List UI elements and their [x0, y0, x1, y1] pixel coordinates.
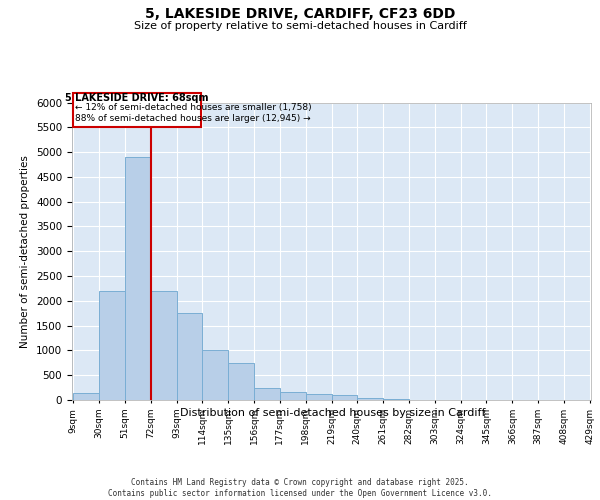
- Bar: [99, 291, 125, 400]
- Text: ← 12% of semi-detached houses are smaller (1,758): ← 12% of semi-detached houses are smalle…: [75, 103, 311, 112]
- Bar: [305, 394, 331, 400]
- Bar: [151, 291, 176, 400]
- Bar: [176, 313, 202, 400]
- Bar: [358, 398, 383, 400]
- Text: 88% of semi-detached houses are larger (12,945) →: 88% of semi-detached houses are larger (…: [75, 114, 311, 124]
- Y-axis label: Number of semi-detached properties: Number of semi-detached properties: [20, 155, 31, 348]
- Bar: [73, 392, 99, 400]
- FancyBboxPatch shape: [73, 92, 201, 128]
- Text: Contains HM Land Registry data © Crown copyright and database right 2025.
Contai: Contains HM Land Registry data © Crown c…: [108, 478, 492, 498]
- Text: Size of property relative to semi-detached houses in Cardiff: Size of property relative to semi-detach…: [134, 21, 466, 31]
- Bar: [280, 392, 305, 400]
- Bar: [331, 395, 358, 400]
- Text: Distribution of semi-detached houses by size in Cardiff: Distribution of semi-detached houses by …: [180, 408, 486, 418]
- Bar: [202, 350, 228, 400]
- Text: 5, LAKESIDE DRIVE, CARDIFF, CF23 6DD: 5, LAKESIDE DRIVE, CARDIFF, CF23 6DD: [145, 8, 455, 22]
- Bar: [254, 388, 280, 400]
- Bar: [125, 157, 151, 400]
- Text: 5 LAKESIDE DRIVE: 68sqm: 5 LAKESIDE DRIVE: 68sqm: [65, 92, 209, 102]
- Bar: [228, 363, 254, 400]
